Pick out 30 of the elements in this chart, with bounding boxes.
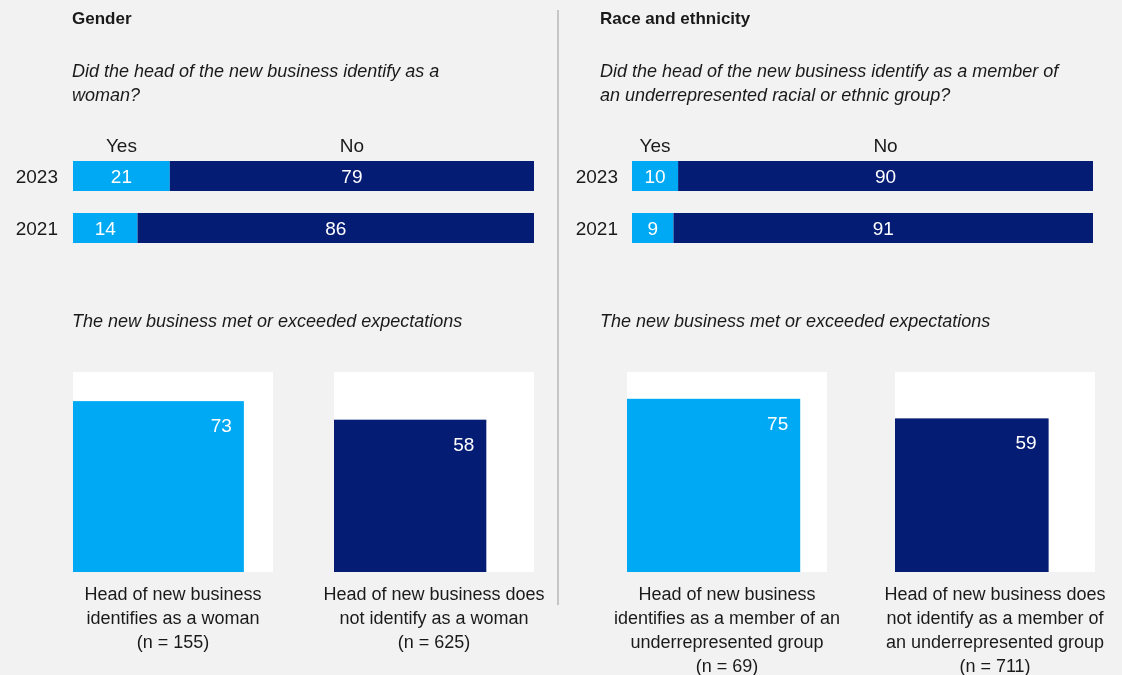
chart-title: Race and ethnicity (600, 9, 751, 28)
data-label: 9 (647, 218, 659, 239)
data-label: 86 (325, 218, 347, 239)
chart-subtitle: Did the head of the new business identify as a woman? (72, 61, 440, 105)
chart-title: Gender (72, 9, 132, 28)
y-tick-label: 2021 (15, 218, 58, 239)
series-label: Yes (639, 135, 671, 156)
data-label: 75 (767, 412, 789, 434)
data-label: 91 (872, 218, 894, 239)
text: The new business met or exceeded expectations (600, 311, 991, 331)
series-label: No (873, 135, 898, 156)
category-label: Head of new business does not identify as a member of an underrepresented group (n = 711) (884, 584, 1106, 675)
category-label: Head of new business does not identify as a woman (n = 625) (323, 584, 545, 652)
y-tick-label: 2023 (575, 166, 618, 187)
chart-subtitle: Did the head of the new business identify as a member of an underrepresented racial or ethnic group? (600, 61, 1061, 105)
data-label: 79 (341, 166, 363, 187)
series-label: Yes (105, 135, 137, 156)
data-label: 21 (110, 166, 132, 187)
data-label: 90 (874, 166, 897, 187)
data-label: 58 (453, 433, 475, 455)
series-label: No (339, 135, 365, 156)
data-label: 10 (644, 166, 666, 187)
data-label: 73 (210, 415, 232, 437)
data-label: 59 (1015, 432, 1037, 454)
category-label: Head of new business identifies as a woman (n = 155) (84, 584, 262, 652)
data-label: 14 (94, 218, 117, 239)
text: The new business met or exceeded expectations (72, 311, 463, 331)
category-label: Head of new business identifies as a member of an underrepresented group (n = 69) (613, 584, 841, 675)
y-tick-label: 2021 (575, 218, 618, 239)
y-tick-label: 2023 (15, 166, 58, 187)
